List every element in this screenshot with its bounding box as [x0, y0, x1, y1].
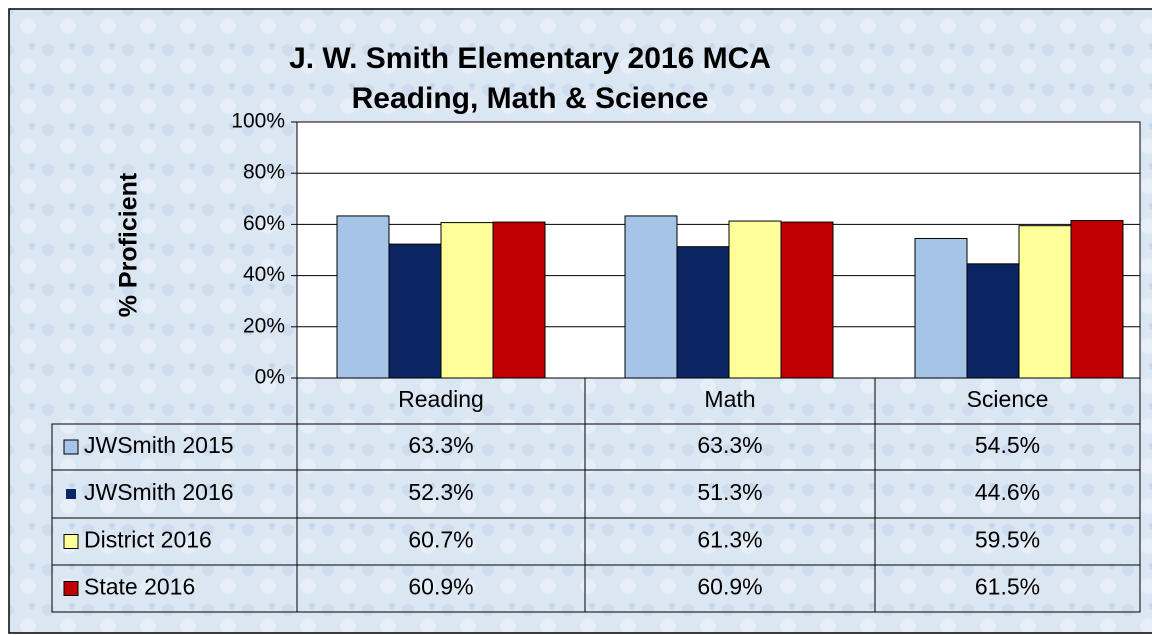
legend-key: [63, 534, 79, 549]
bar: [388, 243, 442, 379]
legend-key: [66, 489, 76, 499]
chart-subtitle: Reading, Math & Science: [352, 82, 709, 115]
x-tick-label: Science: [967, 386, 1049, 412]
y-tick-label: 40%: [243, 263, 285, 286]
legend-label: JWSmith 2015: [84, 432, 234, 458]
legend-label: State 2016: [84, 574, 195, 600]
bar: [336, 215, 390, 379]
data-label: 52.3%: [408, 479, 473, 505]
data-label: 63.3%: [408, 432, 473, 458]
legend-key: [63, 439, 79, 455]
data-label: 44.6%: [975, 479, 1040, 505]
y-tick-label: 80%: [243, 161, 285, 184]
legend-key: [63, 581, 79, 596]
bar: [440, 222, 494, 379]
bar: [780, 221, 834, 379]
data-label: 60.7%: [408, 527, 473, 553]
y-tick-label: 20%: [243, 314, 285, 337]
data-label: 51.3%: [697, 479, 762, 505]
data-label: 54.5%: [975, 432, 1040, 458]
bar: [728, 220, 782, 379]
bar: [966, 263, 1020, 379]
bar: [676, 246, 730, 379]
x-tick-label: Math: [704, 386, 755, 412]
y-axis-label: % Proficient: [115, 172, 143, 317]
bar: [492, 221, 546, 379]
x-tick-label: Reading: [398, 386, 484, 412]
y-tick-label: 100%: [231, 110, 285, 133]
legend-label: District 2016: [84, 527, 212, 553]
chart-title: J. W. Smith Elementary 2016 MCA: [289, 42, 771, 75]
data-label: 61.5%: [975, 574, 1040, 600]
y-tick-label: 60%: [243, 212, 285, 235]
data-label: 59.5%: [975, 527, 1040, 553]
legend-label: JWSmith 2016: [84, 479, 234, 505]
bar: [624, 215, 678, 379]
data-label: 60.9%: [408, 574, 473, 600]
bar: [914, 237, 968, 379]
y-tick-label: 0%: [255, 366, 285, 389]
data-label: 61.3%: [697, 527, 762, 553]
bar: [1070, 220, 1124, 379]
bar: [1018, 225, 1072, 379]
data-label: 60.9%: [697, 574, 762, 600]
data-label: 63.3%: [697, 432, 762, 458]
